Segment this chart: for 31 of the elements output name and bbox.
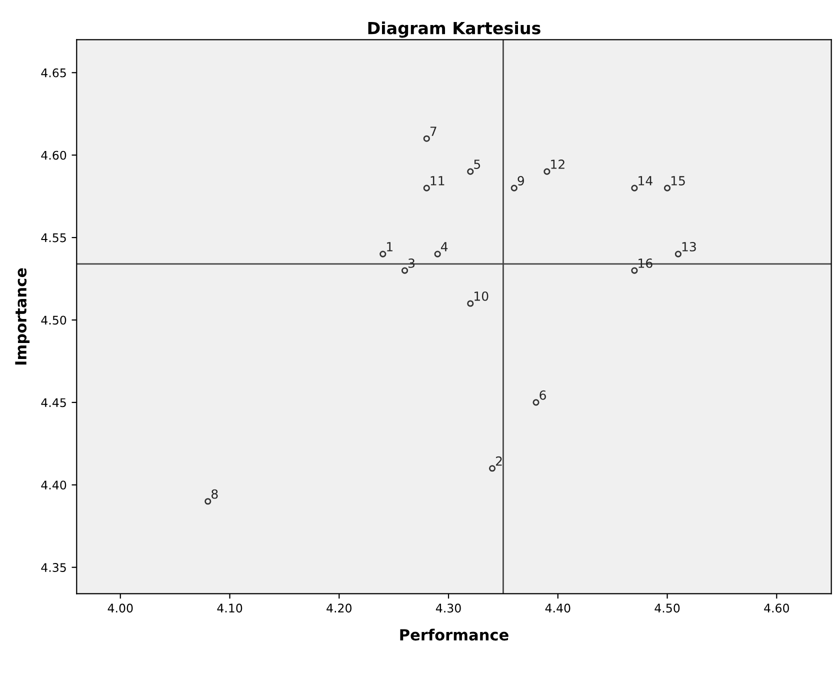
x-tick-label: 4.40 (545, 604, 570, 613)
x-tick-label: 4.30 (436, 604, 461, 613)
x-tick-label: 4.60 (764, 604, 790, 613)
y-axis-title: Importance (15, 268, 30, 365)
annotation: 8 (212, 489, 218, 499)
y-tick-label: 4.35 (41, 563, 66, 572)
annotation: 1 (387, 242, 392, 252)
y-tick-label: 4.55 (41, 233, 66, 242)
annotation: 11 (430, 176, 444, 186)
annotation: 4 (440, 242, 448, 252)
annotation: 15 (671, 176, 685, 186)
y-tick-label: 4.45 (41, 398, 66, 408)
y-tick-label: 4.65 (41, 68, 66, 78)
chart-title: Diagram Kartesius (368, 21, 540, 38)
x-tick-label: 4.20 (326, 604, 352, 613)
annotation: 5 (474, 160, 480, 169)
x-axis-title: Performance (400, 628, 508, 641)
annotation: 7 (430, 126, 436, 136)
annotation: 12 (551, 160, 564, 169)
annotation: 6 (540, 390, 546, 400)
y-tick-label: 4.60 (41, 150, 66, 160)
annotation: 13 (682, 242, 696, 252)
y-tick-label: 4.50 (41, 316, 66, 325)
annotation: 9 (518, 176, 524, 186)
annotation: 10 (474, 291, 488, 301)
annotation: 2 (496, 456, 502, 466)
x-tick-label: 4.10 (217, 604, 242, 613)
x-tick-label: 4.50 (654, 604, 680, 613)
x-tick-label: 4.00 (108, 604, 133, 613)
annotation: 14 (638, 176, 652, 186)
y-tick-label: 4.40 (41, 480, 66, 490)
